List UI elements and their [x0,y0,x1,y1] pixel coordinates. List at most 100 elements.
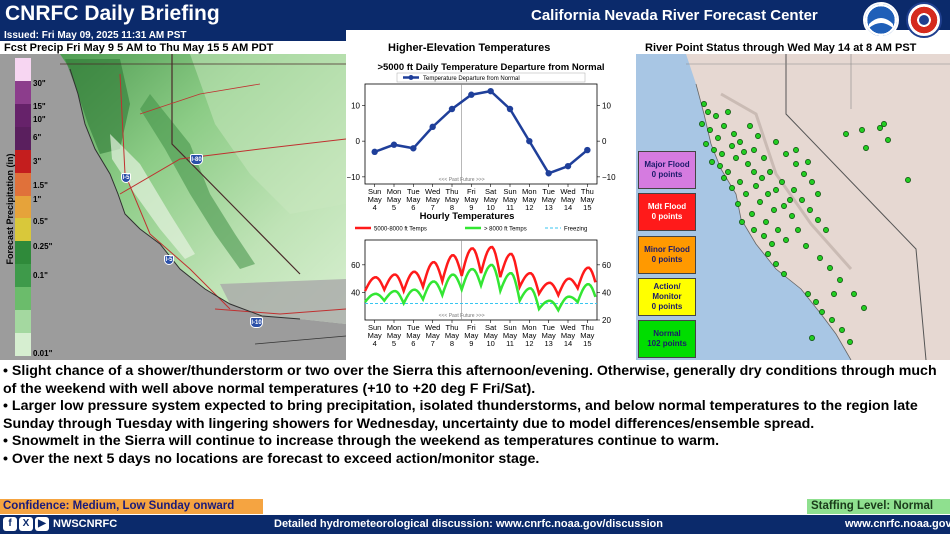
river-point-marker[interactable] [885,137,891,143]
flood-status-box-normal[interactable]: Normal 102 points [638,320,696,358]
river-point-marker[interactable] [819,309,825,315]
river-point-marker[interactable] [807,207,813,213]
river-point-marker[interactable] [731,131,737,137]
river-point-marker[interactable] [795,227,801,233]
river-point-marker[interactable] [745,161,751,167]
river-point-marker[interactable] [815,191,821,197]
river-point-marker[interactable] [765,251,771,257]
river-point-marker[interactable] [779,179,785,185]
river-point-marker[interactable] [751,147,757,153]
river-point-marker[interactable] [799,197,805,203]
river-point-marker[interactable] [749,211,755,217]
river-point-marker[interactable] [813,299,819,305]
river-point-marker[interactable] [737,139,743,145]
flood-status-box-mdt-flood[interactable]: Mdt Flood 0 points [638,193,696,231]
river-point-marker[interactable] [713,113,719,119]
river-point-marker[interactable] [831,291,837,297]
river-point-marker[interactable] [829,317,835,323]
river-point-marker[interactable] [759,175,765,181]
river-point-marker[interactable] [717,163,723,169]
flood-status-box-action-monitor[interactable]: Action/ Monitor 0 points [638,278,696,316]
river-point-marker[interactable] [715,135,721,141]
river-point-marker[interactable] [765,191,771,197]
river-point-marker[interactable] [771,207,777,213]
river-point-marker[interactable] [737,179,743,185]
river-point-marker[interactable] [837,277,843,283]
river-point-marker[interactable] [743,191,749,197]
website-link[interactable]: www.cnrfc.noaa.gov [845,518,950,530]
nws-logo-icon[interactable] [906,2,942,38]
river-point-marker[interactable] [839,327,845,333]
river-point-marker[interactable] [767,169,773,175]
river-point-marker[interactable] [751,227,757,233]
river-point-marker[interactable] [711,147,717,153]
river-point-marker[interactable] [881,121,887,127]
river-point-marker[interactable] [709,159,715,165]
flood-status-box-major-flood[interactable]: Major Flood 0 points [638,151,696,189]
river-point-marker[interactable] [733,155,739,161]
river-point-marker[interactable] [851,291,857,297]
river-point-marker[interactable] [707,127,713,133]
river-point-marker[interactable] [741,149,747,155]
river-point-marker[interactable] [843,131,849,137]
river-point-marker[interactable] [725,109,731,115]
river-point-marker[interactable] [793,147,799,153]
river-point-marker[interactable] [753,183,759,189]
river-point-marker[interactable] [773,187,779,193]
river-point-marker[interactable] [701,101,707,107]
river-point-marker[interactable] [789,213,795,219]
river-point-marker[interactable] [905,177,911,183]
river-point-marker[interactable] [703,141,709,147]
river-point-marker[interactable] [787,197,793,203]
river-point-marker[interactable] [775,227,781,233]
facebook-icon[interactable]: f [3,517,17,531]
social-handle[interactable]: NWSCNRFC [53,518,118,530]
river-point-marker[interactable] [783,151,789,157]
river-point-marker[interactable] [747,123,753,129]
river-point-marker[interactable] [719,151,725,157]
river-point-marker[interactable] [773,261,779,267]
river-point-marker[interactable] [805,291,811,297]
river-point-marker[interactable] [817,255,823,261]
river-point-marker[interactable] [877,125,883,131]
river-point-marker[interactable] [863,145,869,151]
river-point-marker[interactable] [801,171,807,177]
river-point-marker[interactable] [757,199,763,205]
precip-forecast-map[interactable]: I-80 I-5 I-5 I-10 [0,54,346,360]
river-point-marker[interactable] [755,133,761,139]
river-point-marker[interactable] [793,161,799,167]
river-point-marker[interactable] [721,175,727,181]
river-point-marker[interactable] [761,155,767,161]
river-point-marker[interactable] [861,305,867,311]
river-point-marker[interactable] [815,217,821,223]
river-point-marker[interactable] [763,219,769,225]
river-point-marker[interactable] [781,203,787,209]
river-point-marker[interactable] [783,237,789,243]
river-point-marker[interactable] [809,335,815,341]
river-point-marker[interactable] [725,169,731,175]
river-point-marker[interactable] [809,179,815,185]
x-icon[interactable]: X [19,517,33,531]
river-point-marker[interactable] [847,339,853,345]
river-point-marker[interactable] [735,201,741,207]
river-point-marker[interactable] [699,121,705,127]
flood-status-box-minor-flood[interactable]: Minor Flood 0 points [638,236,696,274]
river-point-marker[interactable] [791,187,797,193]
river-status-map[interactable]: Major Flood 0 points Mdt Flood 0 points Mino… [636,54,950,360]
noaa-logo-icon[interactable] [863,2,899,38]
river-point-marker[interactable] [773,139,779,145]
river-point-marker[interactable] [805,159,811,165]
river-point-marker[interactable] [769,241,775,247]
river-point-marker[interactable] [739,219,745,225]
river-point-marker[interactable] [721,123,727,129]
discussion-link[interactable]: Detailed hydrometeorological discussion:… [274,518,663,530]
river-point-marker[interactable] [803,243,809,249]
youtube-icon[interactable]: ▶ [35,517,49,531]
river-point-marker[interactable] [729,143,735,149]
river-point-marker[interactable] [705,109,711,115]
river-point-marker[interactable] [781,271,787,277]
river-point-marker[interactable] [761,233,767,239]
river-point-marker[interactable] [751,169,757,175]
river-point-marker[interactable] [729,185,735,191]
river-point-marker[interactable] [823,227,829,233]
